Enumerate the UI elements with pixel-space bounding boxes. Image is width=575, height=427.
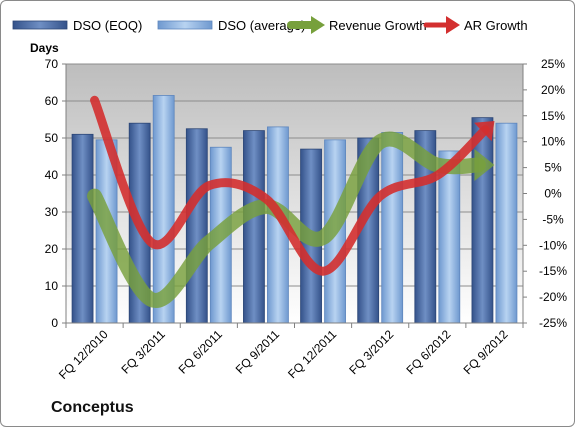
y-right-tick-label: 10%: [541, 135, 565, 149]
y-left-tick-label: 0: [51, 316, 58, 330]
bar-dso-average: [495, 122, 518, 324]
y-left-tick-label: 40: [45, 168, 59, 182]
x-tick-label: FQ 12/2011: [285, 327, 339, 381]
arrowhead-revenue-growth: [474, 149, 495, 182]
y-right-tick-label: 15%: [541, 109, 565, 123]
series-line-ar-growth: [90, 95, 490, 276]
legend-swatch-arrow-ar-growth: [446, 16, 460, 34]
legend: DSO (EOQ) DSO (average) Revenue Growth AR G…: [12, 16, 528, 34]
y-right-tick-label: 5%: [544, 161, 562, 175]
lines-group: [87, 95, 495, 308]
legend-label: AR Growth: [464, 18, 528, 33]
arrowhead-ar-growth: [474, 120, 495, 142]
x-tick-label: FQ 12/2010: [56, 327, 111, 382]
y-right-tick-label: -20%: [539, 290, 567, 304]
bar-dso-eoq: [243, 130, 265, 324]
bar-dso-eoq: [71, 133, 94, 324]
bar-dso-eoq: [185, 128, 208, 324]
legend-swatch-dso-eoq: [12, 20, 68, 30]
y-right-tick-label: -25%: [539, 316, 567, 330]
legend-label: Revenue Growth: [329, 18, 427, 33]
y-axis-unit-label: Days: [30, 41, 59, 55]
legend-swatch-arrow-revenue-growth: [311, 16, 325, 34]
y-left-tick-label: 60: [45, 94, 59, 108]
x-tick-label: FQ 3/2012: [346, 327, 396, 377]
y-right-tick-label: 25%: [541, 57, 565, 71]
x-tick-label: FQ 6/2011: [176, 327, 226, 377]
y-left-tick-label: 70: [45, 57, 59, 71]
y-right-tick-label: -10%: [539, 238, 567, 252]
bar-dso-eoq: [471, 117, 494, 324]
x-tick-label: FQ 9/2012: [461, 327, 511, 377]
legend-swatch-dso-average: [157, 20, 213, 30]
x-tick-label: FQ 9/2011: [233, 327, 283, 377]
y-right-tick-label: -5%: [542, 212, 564, 226]
y-left-tick-label: 20: [45, 242, 59, 256]
y-right-tick-label: 0%: [544, 187, 562, 201]
x-tick-label: FQ 3/2011: [118, 327, 168, 377]
legend-label: DSO (EOQ): [73, 18, 142, 33]
y-left-tick-label: 30: [45, 205, 59, 219]
y-right-tick-label: 20%: [541, 83, 565, 97]
bar-dso-average: [381, 132, 404, 324]
y-right-tick-label: -15%: [539, 264, 567, 278]
y-left-tick-label: 10: [45, 279, 59, 293]
y-left-tick-label: 50: [45, 131, 59, 145]
company-title: Conceptus: [51, 399, 134, 416]
legend-label: DSO (average): [218, 18, 305, 33]
x-tick-label: FQ 6/2012: [403, 327, 453, 377]
